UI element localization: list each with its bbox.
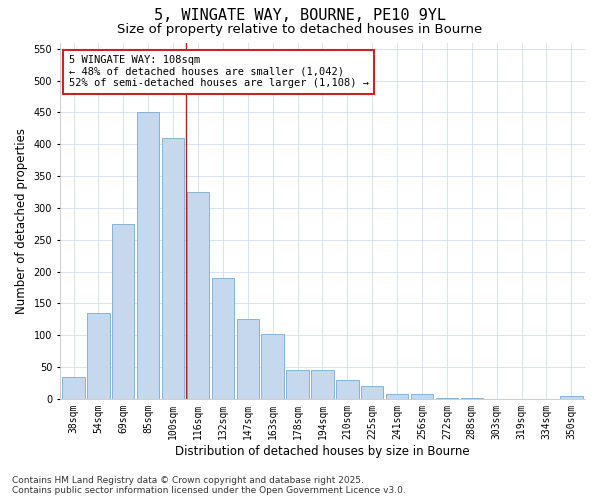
Bar [112,224,134,399]
Bar [461,398,483,399]
Bar [361,386,383,399]
Bar [162,138,184,399]
Bar [87,313,110,399]
Bar [236,320,259,399]
Text: Size of property relative to detached houses in Bourne: Size of property relative to detached ho… [118,22,482,36]
Bar [311,370,334,399]
Bar [286,370,309,399]
Bar [386,394,408,399]
Bar [137,112,160,399]
Bar [336,380,359,399]
Bar [262,334,284,399]
Bar [212,278,234,399]
X-axis label: Distribution of detached houses by size in Bourne: Distribution of detached houses by size … [175,444,470,458]
Text: 5, WINGATE WAY, BOURNE, PE10 9YL: 5, WINGATE WAY, BOURNE, PE10 9YL [154,8,446,22]
Y-axis label: Number of detached properties: Number of detached properties [15,128,28,314]
Text: 5 WINGATE WAY: 108sqm
← 48% of detached houses are smaller (1,042)
52% of semi-d: 5 WINGATE WAY: 108sqm ← 48% of detached … [68,55,368,88]
Bar [560,396,583,399]
Bar [436,398,458,399]
Bar [62,376,85,399]
Bar [187,192,209,399]
Text: Contains HM Land Registry data © Crown copyright and database right 2025.
Contai: Contains HM Land Registry data © Crown c… [12,476,406,495]
Bar [411,394,433,399]
